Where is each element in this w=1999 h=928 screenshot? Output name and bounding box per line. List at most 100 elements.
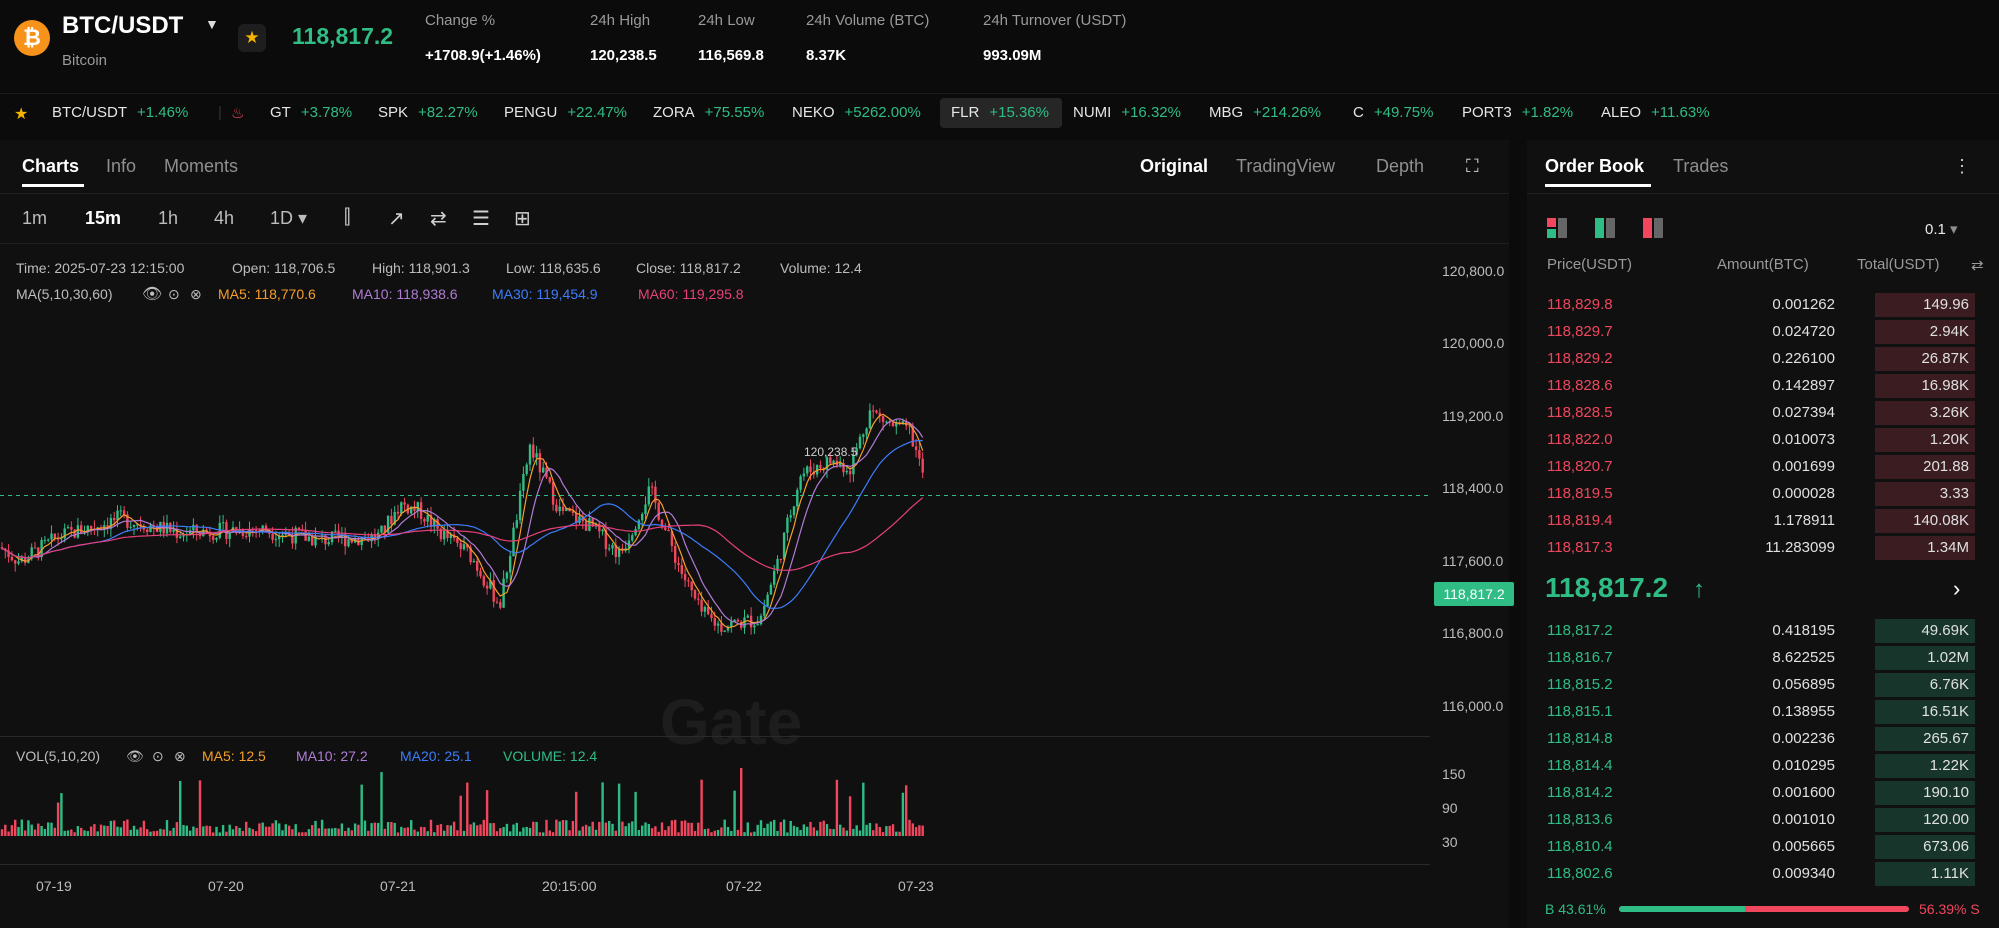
volume-bar — [753, 831, 756, 836]
ticker-item[interactable]: FLR +15.36% — [951, 104, 1049, 121]
candlestick-chart[interactable]: 120,238.5⤶ 116,146.9 — [0, 250, 1430, 720]
ask-row[interactable]: 118,829.8 0.001262 149.96 — [1527, 292, 1999, 318]
tab-tradingview[interactable]: TradingView — [1236, 156, 1336, 176]
ask-row[interactable]: 118,829.7 0.024720 2.94K — [1527, 319, 1999, 345]
candle-body — [763, 605, 766, 616]
view-both-icon[interactable] — [1547, 218, 1567, 238]
candle-body — [776, 558, 779, 571]
candle-style-icon[interactable]: ⫿ — [344, 206, 351, 228]
swap-icon[interactable]: ⇄ — [1971, 257, 1984, 274]
tab-trades[interactable]: Trades — [1673, 156, 1729, 176]
caret-down-icon[interactable]: ▼ — [205, 16, 219, 32]
volume-bar — [703, 829, 707, 836]
favorite-star-button[interactable]: ★ — [238, 24, 266, 52]
bid-row[interactable]: 118,816.7 8.622525 1.02M — [1527, 645, 1999, 671]
list-settings-icon[interactable]: ☰ — [472, 208, 490, 230]
ticker-item[interactable]: C +49.75% — [1353, 104, 1434, 121]
settings-icon[interactable]: ⊙ — [168, 286, 180, 302]
interval-1d-dropdown[interactable]: 1D ▾ — [270, 208, 308, 228]
ask-row[interactable]: 118,819.4 1.178911 140.08K — [1527, 508, 1999, 534]
candle-body — [169, 522, 172, 532]
bid-row[interactable]: 118,814.4 0.010295 1.22K — [1527, 753, 1999, 779]
volume-bar — [60, 793, 63, 836]
precision-select[interactable]: 0.1 ▾ — [1925, 221, 1958, 238]
ticker-item[interactable]: GT +3.78% — [270, 104, 353, 121]
pair-selector[interactable]: BTC/USDT — [62, 12, 184, 39]
bid-row[interactable]: 118,817.2 0.418195 49.69K — [1527, 618, 1999, 644]
tab-info[interactable]: Info — [106, 156, 137, 176]
arrow-up-icon: ↑ — [1693, 576, 1705, 603]
volume-bar — [634, 791, 637, 836]
ask-row[interactable]: 118,822.0 0.010073 1.20K — [1527, 427, 1999, 453]
chevron-right-icon[interactable]: › — [1953, 576, 1961, 601]
close-icon[interactable]: ⊗ — [174, 748, 186, 764]
close-icon[interactable]: ⊗ — [190, 286, 202, 302]
volume-bar — [142, 820, 146, 836]
ticker-item[interactable]: NEKO +5262.00% — [792, 104, 921, 121]
tab-depth[interactable]: Depth — [1376, 156, 1425, 176]
bid-row[interactable]: 118,815.1 0.138955 16.51K — [1527, 699, 1999, 725]
candle-body — [73, 529, 76, 538]
volume-bar — [723, 819, 726, 836]
ask-row[interactable]: 118,828.6 0.142897 16.98K — [1527, 373, 1999, 399]
volume-bar — [50, 822, 53, 836]
interval-1h[interactable]: 1h — [158, 208, 179, 228]
candle-body — [469, 547, 472, 563]
ask-row[interactable]: 118,817.3 11.283099 1.34M — [1527, 535, 1999, 561]
ticker-item[interactable]: ALEO +11.63% — [1601, 104, 1710, 121]
ticker-item[interactable]: NUMI +16.32% — [1073, 104, 1181, 121]
volume-tick: 30 — [1442, 834, 1458, 850]
tab-moments[interactable]: Moments — [164, 156, 239, 176]
ticker-item[interactable]: SPK +82.27% — [378, 104, 478, 121]
bid-row[interactable]: 118,815.2 0.056895 6.76K — [1527, 672, 1999, 698]
candle-body — [337, 530, 340, 538]
ticker-item[interactable]: MBG +214.26% — [1209, 104, 1322, 121]
volume-bar — [584, 824, 588, 836]
bid-row[interactable]: 118,813.6 0.001010 120.00 — [1527, 807, 1999, 833]
ask-row[interactable]: 118,819.5 0.000028 3.33 — [1527, 481, 1999, 507]
interval-15m[interactable]: 15m — [85, 208, 122, 228]
tab-original[interactable]: Original — [1140, 156, 1209, 176]
ticker-item[interactable]: BTC/USDT +1.46% — [52, 104, 189, 121]
volume-bar — [815, 830, 819, 836]
volume-chart[interactable] — [0, 740, 1430, 840]
interval-1m[interactable]: 1m — [22, 208, 48, 228]
bid-row[interactable]: 118,814.2 0.001600 190.10 — [1527, 780, 1999, 806]
indicator-icon[interactable]: ↗ — [388, 208, 405, 230]
ticker-item[interactable]: PENGU +22.47% — [504, 104, 627, 121]
candle-body — [601, 529, 604, 532]
candle-body — [109, 517, 113, 529]
eye-icon[interactable]: 👁 — [142, 286, 163, 303]
tab-charts[interactable]: Charts — [22, 156, 80, 176]
settings-icon[interactable]: ⊙ — [152, 748, 164, 764]
volume-bar — [413, 829, 416, 836]
ask-row[interactable]: 118,829.2 0.226100 26.87K — [1527, 346, 1999, 372]
tab-order-book[interactable]: Order Book — [1545, 156, 1645, 176]
bid-row[interactable]: 118,814.8 0.002236 265.67 — [1527, 726, 1999, 752]
star-icon[interactable]: ★ — [14, 106, 29, 123]
volume-bar — [528, 827, 532, 836]
mid-price: 118,817.2 — [1545, 572, 1669, 603]
interval-4h[interactable]: 4h — [214, 208, 235, 228]
layout-icon[interactable]: ⊞ — [514, 208, 531, 230]
volume-bar — [10, 825, 14, 836]
bid-row[interactable]: 118,802.6 0.009340 1.11K — [1527, 861, 1999, 887]
volume-bar — [647, 823, 650, 836]
candle-body — [281, 534, 284, 536]
volume-bar — [132, 825, 136, 836]
compare-icon[interactable]: ⇄ — [430, 208, 447, 230]
volume-bar — [4, 824, 7, 836]
more-menu-icon[interactable]: ⋮ — [1953, 156, 1971, 176]
ticker-item[interactable]: PORT3 +1.82% — [1462, 104, 1574, 121]
amount-cell: 0.142897 — [1772, 377, 1835, 394]
bid-row[interactable]: 118,810.4 0.005665 673.06 — [1527, 834, 1999, 860]
candle-body — [0, 547, 4, 549]
ticker-item[interactable]: ZORA +75.55% — [653, 104, 765, 121]
candle-body — [743, 617, 746, 628]
view-asks-icon[interactable] — [1643, 218, 1663, 238]
view-bids-icon[interactable] — [1595, 218, 1615, 238]
ask-row[interactable]: 118,828.5 0.027394 3.26K — [1527, 400, 1999, 426]
ask-row[interactable]: 118,820.7 0.001699 201.88 — [1527, 454, 1999, 480]
eye-icon[interactable]: 👁 — [126, 748, 144, 764]
fullscreen-icon[interactable]: ⛶ — [1466, 156, 1479, 176]
